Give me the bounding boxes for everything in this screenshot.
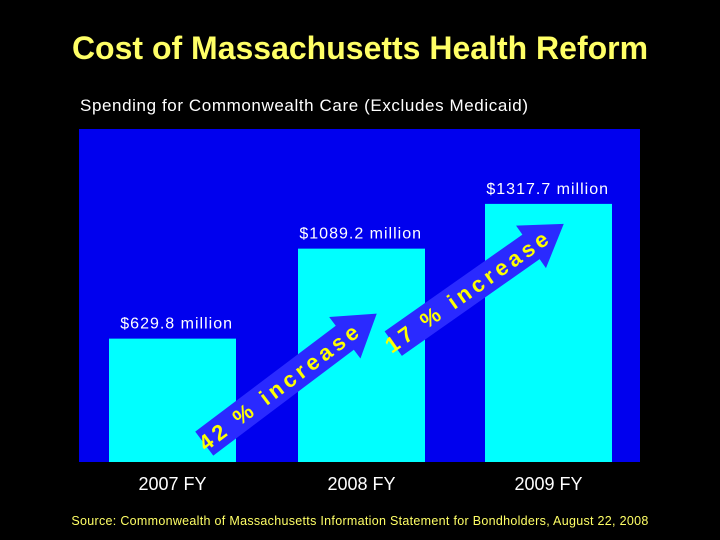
- data-label: $1317.7 million: [486, 181, 609, 198]
- chart-subtitle: Spending for Commonwealth Care (Excludes…: [80, 96, 529, 115]
- x-tick-label: 2008 FY: [327, 474, 395, 494]
- x-tick-label: 2009 FY: [514, 474, 582, 494]
- data-label: $1089.2 million: [299, 226, 422, 243]
- increase-arrow: [195, 313, 377, 456]
- source-note: Source: Commonwealth of Massachusetts In…: [71, 514, 649, 528]
- data-label: $629.8 million: [120, 316, 233, 333]
- x-tick-label: 2007 FY: [138, 474, 206, 494]
- increase-arrow: [384, 223, 564, 356]
- chart-title: Cost of Massachusetts Health Reform: [71, 30, 649, 66]
